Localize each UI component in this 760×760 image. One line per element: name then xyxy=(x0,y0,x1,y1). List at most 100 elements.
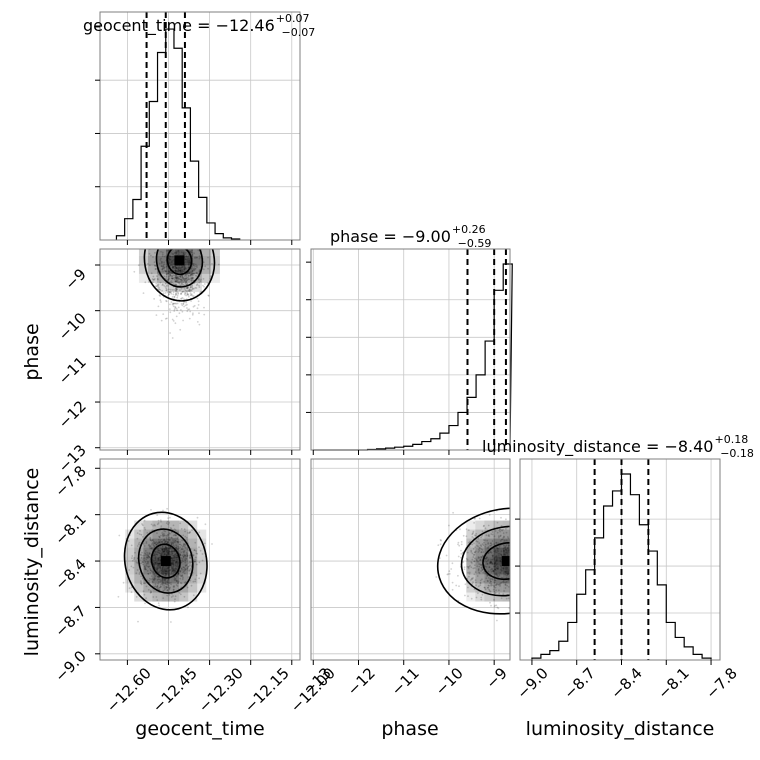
scatter-point xyxy=(567,506,569,508)
scatter-point xyxy=(133,558,135,560)
scatter-point xyxy=(181,282,184,284)
scatter-point xyxy=(191,278,194,280)
scatter-point xyxy=(513,541,515,543)
scatter-point xyxy=(182,545,185,547)
scatter-point xyxy=(162,270,164,273)
scatter-point xyxy=(201,559,204,562)
scatter-point xyxy=(484,539,486,542)
scatter-point xyxy=(521,562,523,564)
scatter-point xyxy=(512,547,514,549)
scatter-point xyxy=(174,306,177,309)
scatter-point xyxy=(512,573,514,575)
scatter-point xyxy=(515,587,517,589)
scatter-point xyxy=(167,584,170,587)
scatter-point xyxy=(196,307,199,310)
scatter-point xyxy=(191,313,194,316)
scatter-point xyxy=(195,287,198,289)
scatter-point xyxy=(196,246,198,248)
scatter-point xyxy=(469,540,471,543)
scatter-point xyxy=(171,296,174,298)
scatter-point xyxy=(180,242,182,244)
scatter-point xyxy=(515,581,517,583)
scatter-point xyxy=(562,585,564,587)
scatter-point xyxy=(190,294,193,296)
scatter-point xyxy=(170,527,173,530)
scatter-point xyxy=(472,537,475,539)
scatter-point xyxy=(468,565,470,568)
scatter-point xyxy=(169,303,171,306)
scatter-point xyxy=(541,538,543,540)
scatter-point xyxy=(524,563,526,565)
scatter-point xyxy=(177,275,180,278)
scatter-point xyxy=(175,292,177,294)
scatter-point xyxy=(538,530,540,532)
scatter-point xyxy=(471,543,474,546)
scatter-point xyxy=(190,285,192,287)
scatter-point xyxy=(141,551,143,554)
scatter-point xyxy=(175,534,177,537)
scatter-point xyxy=(513,540,515,542)
scatter-point xyxy=(486,586,489,589)
scatter-point xyxy=(176,276,179,279)
scatter-point xyxy=(473,551,476,553)
scatter-point xyxy=(539,551,541,553)
scatter-point xyxy=(140,582,142,585)
scatter-point xyxy=(547,569,549,571)
scatter-point xyxy=(491,540,494,542)
scatter-point xyxy=(498,592,501,595)
scatter-point xyxy=(473,573,476,576)
density-cell xyxy=(125,538,135,548)
scatter-point xyxy=(476,540,479,543)
scatter-point xyxy=(157,283,160,286)
scatter-point xyxy=(517,571,519,573)
scatter-point xyxy=(170,596,173,598)
scatter-point xyxy=(178,312,181,315)
ytick-ld-label: −8.7 xyxy=(51,602,89,640)
scatter-point xyxy=(532,555,534,557)
scatter-point xyxy=(511,532,513,534)
scatter-point xyxy=(521,580,523,582)
scatter-point xyxy=(480,545,483,548)
scatter-point xyxy=(466,558,469,561)
scatter-point xyxy=(473,560,476,563)
scatter-point xyxy=(191,277,194,280)
scatter-point xyxy=(207,256,209,259)
density-cell xyxy=(174,249,184,256)
density-cell xyxy=(152,556,162,566)
scatter-point xyxy=(467,567,470,570)
scatter-point xyxy=(527,573,529,575)
scatter-point xyxy=(189,286,192,289)
density-cell xyxy=(188,538,198,548)
scatter-point xyxy=(529,591,531,593)
scatter-point xyxy=(117,595,120,598)
scatter-point xyxy=(183,243,185,245)
scatter-point xyxy=(513,529,515,531)
scatter-point xyxy=(494,584,497,586)
scatter-point xyxy=(583,529,585,531)
scatter-point xyxy=(189,556,192,558)
scatter-point xyxy=(169,516,171,519)
scatter-point xyxy=(184,304,187,307)
scatter-point xyxy=(162,534,164,536)
density-cell xyxy=(484,556,494,566)
scatter-point xyxy=(510,548,512,550)
scatter-point xyxy=(468,575,470,578)
scatter-point xyxy=(475,533,478,535)
scatter-point xyxy=(192,554,195,557)
density-cell xyxy=(538,521,547,530)
scatter-point xyxy=(174,277,177,279)
scatter-point xyxy=(522,574,524,576)
scatter-point xyxy=(143,527,146,529)
scatter-point xyxy=(499,585,501,587)
scatter-point xyxy=(517,571,519,573)
density-cell xyxy=(484,583,494,593)
scatter-point xyxy=(533,539,535,541)
scatter-point xyxy=(184,543,186,546)
scatter-point xyxy=(512,563,514,565)
scatter-point xyxy=(160,585,162,588)
scatter-point xyxy=(460,549,462,552)
scatter-point xyxy=(182,543,185,545)
density-cell xyxy=(165,255,175,265)
scatter-point xyxy=(159,584,162,586)
scatter-point xyxy=(488,590,491,592)
